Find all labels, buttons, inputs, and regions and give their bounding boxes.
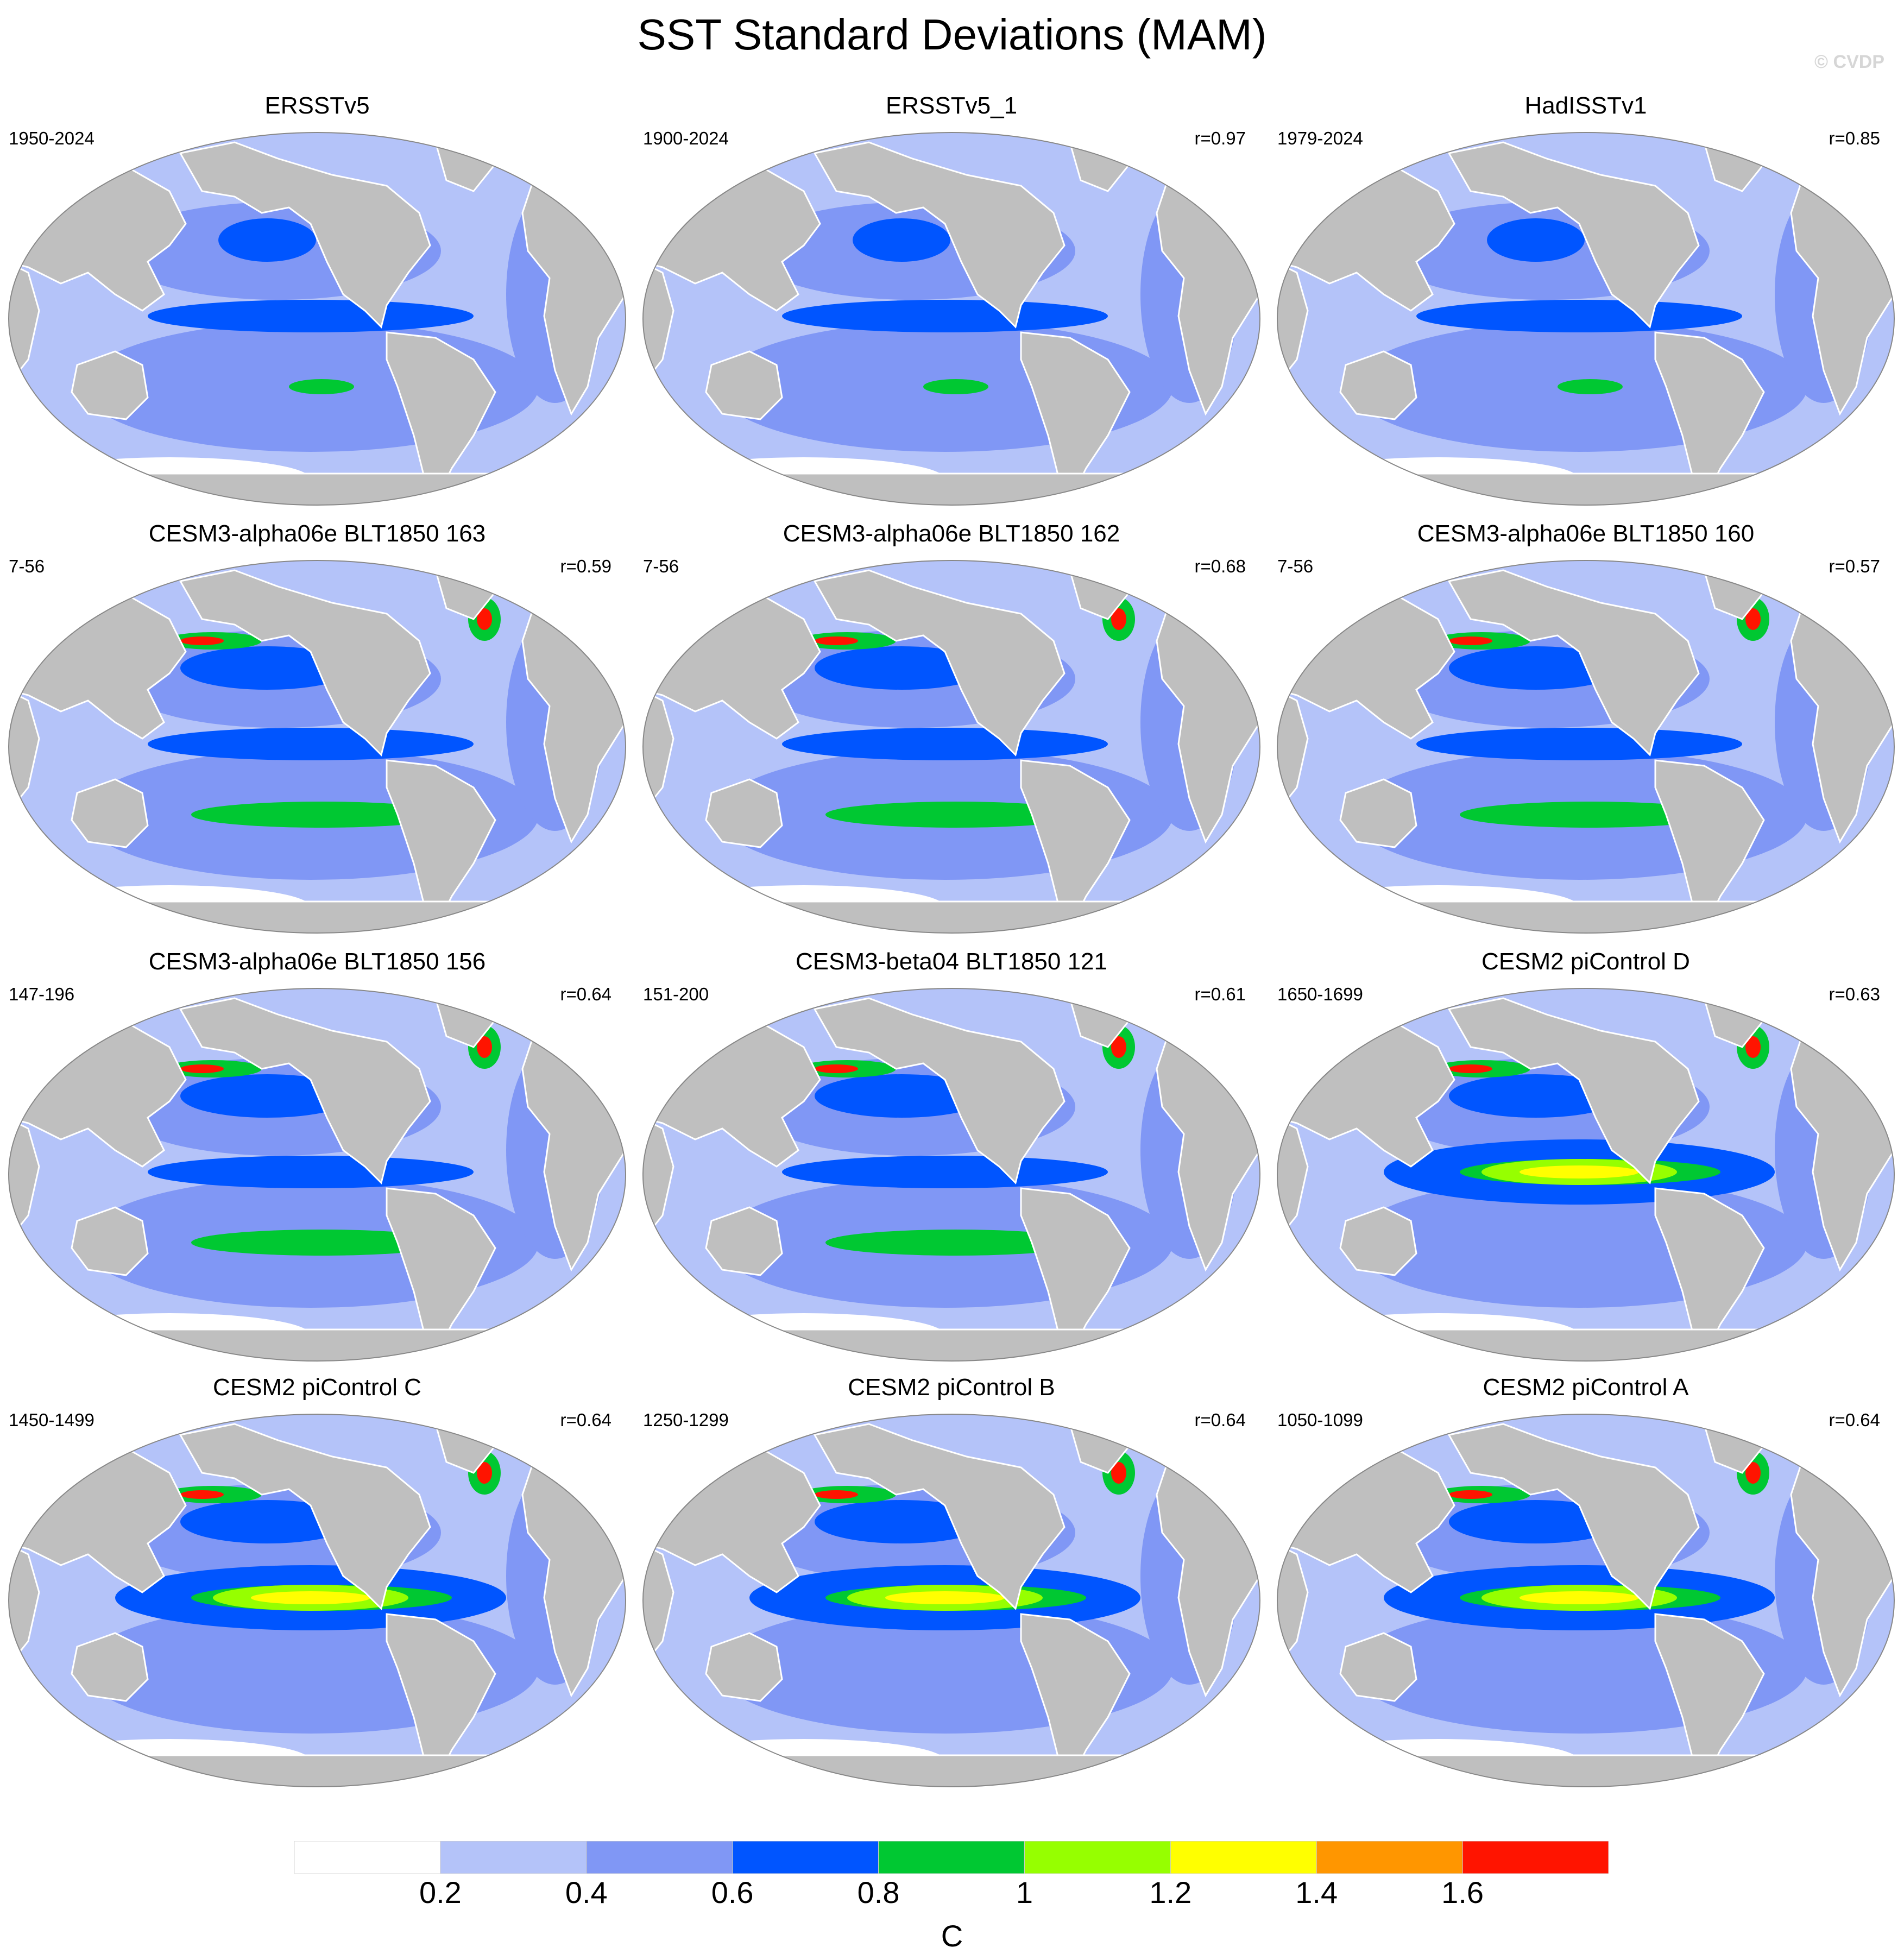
colorbar-swatches (294, 1841, 1609, 1874)
panel-correlation: r=0.64 (560, 984, 612, 1004)
panel-correlation: r=0.64 (1829, 1410, 1881, 1430)
colorbar-tick-label: 0.8 (857, 1875, 900, 1909)
colorbar-unit: C (941, 1919, 963, 1953)
panel-title: CESM2 piControl D (1481, 948, 1690, 975)
map-panel: CESM3-alpha06e BLT1850 160 7-56 r=0.57 (1269, 520, 1903, 947)
globe-map (8, 1414, 626, 1787)
panel-period: 7-56 (1277, 556, 1314, 576)
watermark: © CVDP (1814, 52, 1884, 72)
colorbar-swatch (1462, 1841, 1609, 1874)
panel-period: 7-56 (9, 556, 45, 576)
globe-map (1277, 1414, 1895, 1787)
panel-title: CESM2 piControl C (213, 1374, 421, 1401)
globe-map (642, 988, 1260, 1362)
panel-correlation: r=0.61 (1194, 984, 1246, 1004)
panel-period: 1979-2024 (1277, 128, 1363, 148)
colorbar-swatch (440, 1841, 587, 1874)
colorbar-tick-label: 1.4 (1295, 1875, 1338, 1909)
panel-title: CESM2 piControl B (848, 1374, 1055, 1401)
colorbar-tick-label: 0.4 (565, 1875, 608, 1909)
panel-title: CESM2 piControl A (1483, 1374, 1689, 1401)
globe-map (642, 1414, 1260, 1787)
colorbar (294, 1841, 1609, 1876)
map-panel: CESM3-alpha06e BLT1850 156 147-196 r=0.6… (0, 948, 634, 1375)
colorbar-swatch (294, 1841, 441, 1874)
globe-map (8, 988, 626, 1362)
map-panel: CESM2 piControl A 1050-1099 r=0.64 (1269, 1374, 1903, 1801)
panel-correlation: r=0.85 (1829, 128, 1881, 148)
colorbar-tick-label: 1.2 (1149, 1875, 1192, 1909)
colorbar-swatch (878, 1841, 1025, 1874)
colorbar-swatch (586, 1841, 733, 1874)
panel-title: HadISSTv1 (1524, 92, 1647, 119)
map-panel: CESM3-beta04 BLT1850 121 151-200 r=0.61 (634, 948, 1269, 1375)
panel-correlation: r=0.64 (1194, 1410, 1246, 1430)
panel-period: 7-56 (643, 556, 679, 576)
globe-map (8, 560, 626, 934)
colorbar-swatch (1170, 1841, 1317, 1874)
panel-title: CESM3-beta04 BLT1850 121 (796, 948, 1107, 975)
map-panel: HadISSTv1 1979-2024 r=0.85 (1269, 92, 1903, 519)
globe-map (1277, 988, 1895, 1362)
panel-period: 1900-2024 (643, 128, 729, 148)
panel-title: ERSSTv5_1 (885, 92, 1018, 119)
colorbar-tick-label: 0.6 (711, 1875, 754, 1909)
figure-title: SST Standard Deviations (MAM) (637, 10, 1267, 59)
panel-period: 1950-2024 (9, 128, 94, 148)
globe-map (1277, 132, 1895, 506)
panel-title: CESM3-alpha06e BLT1850 162 (783, 520, 1120, 547)
panel-period: 151-200 (643, 984, 709, 1004)
globe-map (642, 132, 1260, 506)
panel-title: CESM3-alpha06e BLT1850 160 (1417, 520, 1755, 547)
colorbar-tick-label: 1 (1016, 1875, 1033, 1909)
panel-period: 1450-1499 (9, 1410, 94, 1430)
panel-correlation: r=0.68 (1194, 556, 1246, 576)
colorbar-tick-label: 1.6 (1441, 1875, 1484, 1909)
panel-period: 147-196 (9, 984, 75, 1004)
globe-map (642, 560, 1260, 934)
panel-correlation: r=0.59 (560, 556, 612, 576)
panel-period: 1050-1099 (1277, 1410, 1363, 1430)
colorbar-swatch (732, 1841, 879, 1874)
map-panel: CESM2 piControl D 1650-1699 r=0.63 (1269, 948, 1903, 1375)
globe-map (1277, 560, 1895, 934)
colorbar-tick-label: 0.2 (419, 1875, 462, 1909)
map-panel: CESM2 piControl B 1250-1299 r=0.64 (634, 1374, 1269, 1801)
colorbar-swatch (1024, 1841, 1171, 1874)
panel-period: 1650-1699 (1277, 984, 1363, 1004)
panel-correlation: r=0.64 (560, 1410, 612, 1430)
map-panel: CESM2 piControl C 1450-1499 r=0.64 (0, 1374, 634, 1801)
map-panel: CESM3-alpha06e BLT1850 163 7-56 r=0.59 (0, 520, 634, 947)
globe-map (8, 132, 626, 506)
panel-title: CESM3-alpha06e BLT1850 156 (148, 948, 486, 975)
panel-period: 1250-1299 (643, 1410, 729, 1430)
panel-correlation: r=0.63 (1829, 984, 1881, 1004)
map-panel: CESM3-alpha06e BLT1850 162 7-56 r=0.68 (634, 520, 1269, 947)
panel-title: CESM3-alpha06e BLT1850 163 (148, 520, 486, 547)
colorbar-swatch (1316, 1841, 1463, 1874)
map-panel: ERSSTv5_1 1900-2024 r=0.97 (634, 92, 1269, 519)
panel-correlation: r=0.97 (1194, 128, 1246, 148)
panel-title: ERSSTv5 (264, 92, 370, 119)
map-panel: ERSSTv5 1950-2024 (0, 92, 634, 519)
panel-correlation: r=0.57 (1829, 556, 1881, 576)
